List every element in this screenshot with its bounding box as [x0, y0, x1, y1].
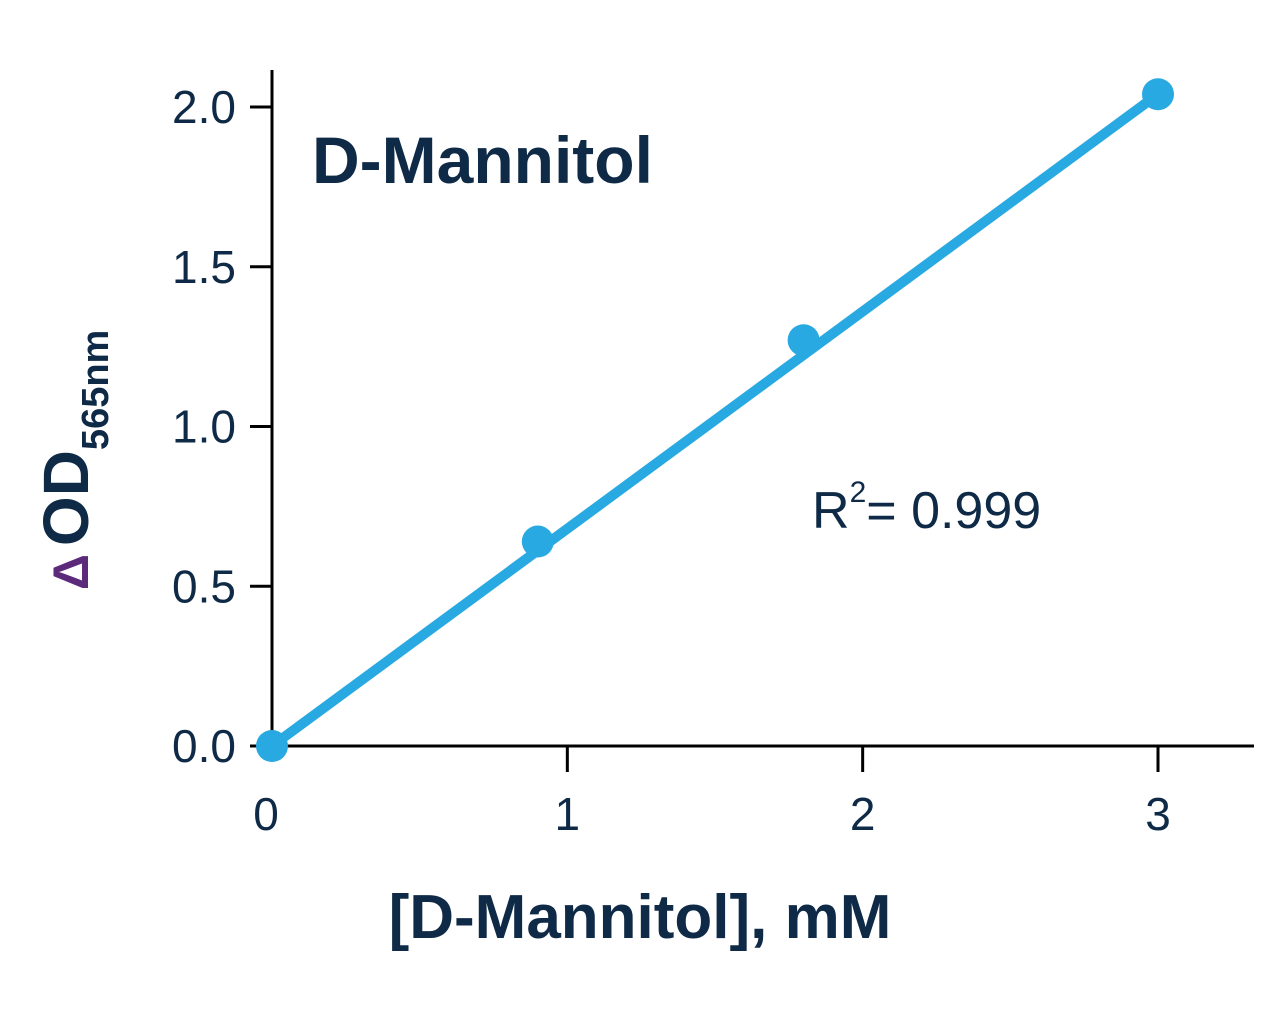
- y-axis-label-sub: 565nm: [75, 330, 117, 450]
- x-tick-label: 0: [253, 788, 279, 840]
- chart-title: D-Mannitol: [312, 123, 653, 197]
- y-tick-label: 0.5: [172, 560, 236, 612]
- x-tick-label: 1: [555, 788, 581, 840]
- data-point: [256, 730, 288, 762]
- y-tick-label: 1.0: [172, 401, 236, 453]
- data-point: [1142, 78, 1174, 111]
- svg-text:ΔOD565nm: Δ OD565nm: [30, 330, 117, 590]
- r-squared-value: = 0.999: [866, 482, 1041, 540]
- r-squared-annotation: R2= 0.999: [812, 476, 1041, 540]
- y-axis-label-main: OD: [30, 450, 102, 546]
- y-tick-label: 0.0: [172, 720, 236, 772]
- y-axis-label-delta: Δ: [43, 554, 99, 590]
- y-axis-label: Δ OD565nm: [30, 330, 117, 590]
- data-point: [787, 324, 820, 357]
- data-point: [521, 525, 554, 558]
- y-tick-label: 2.0: [172, 81, 236, 133]
- x-tick-label: 2: [850, 788, 876, 840]
- r-squared-base: R: [812, 482, 850, 540]
- y-tick-label: 1.5: [172, 241, 236, 293]
- r-squared-sup: 2: [850, 476, 867, 509]
- x-axis-label: [D-Mannitol], mM: [389, 883, 892, 952]
- x-tick-label: 3: [1145, 788, 1171, 840]
- fit-line: [267, 89, 1163, 751]
